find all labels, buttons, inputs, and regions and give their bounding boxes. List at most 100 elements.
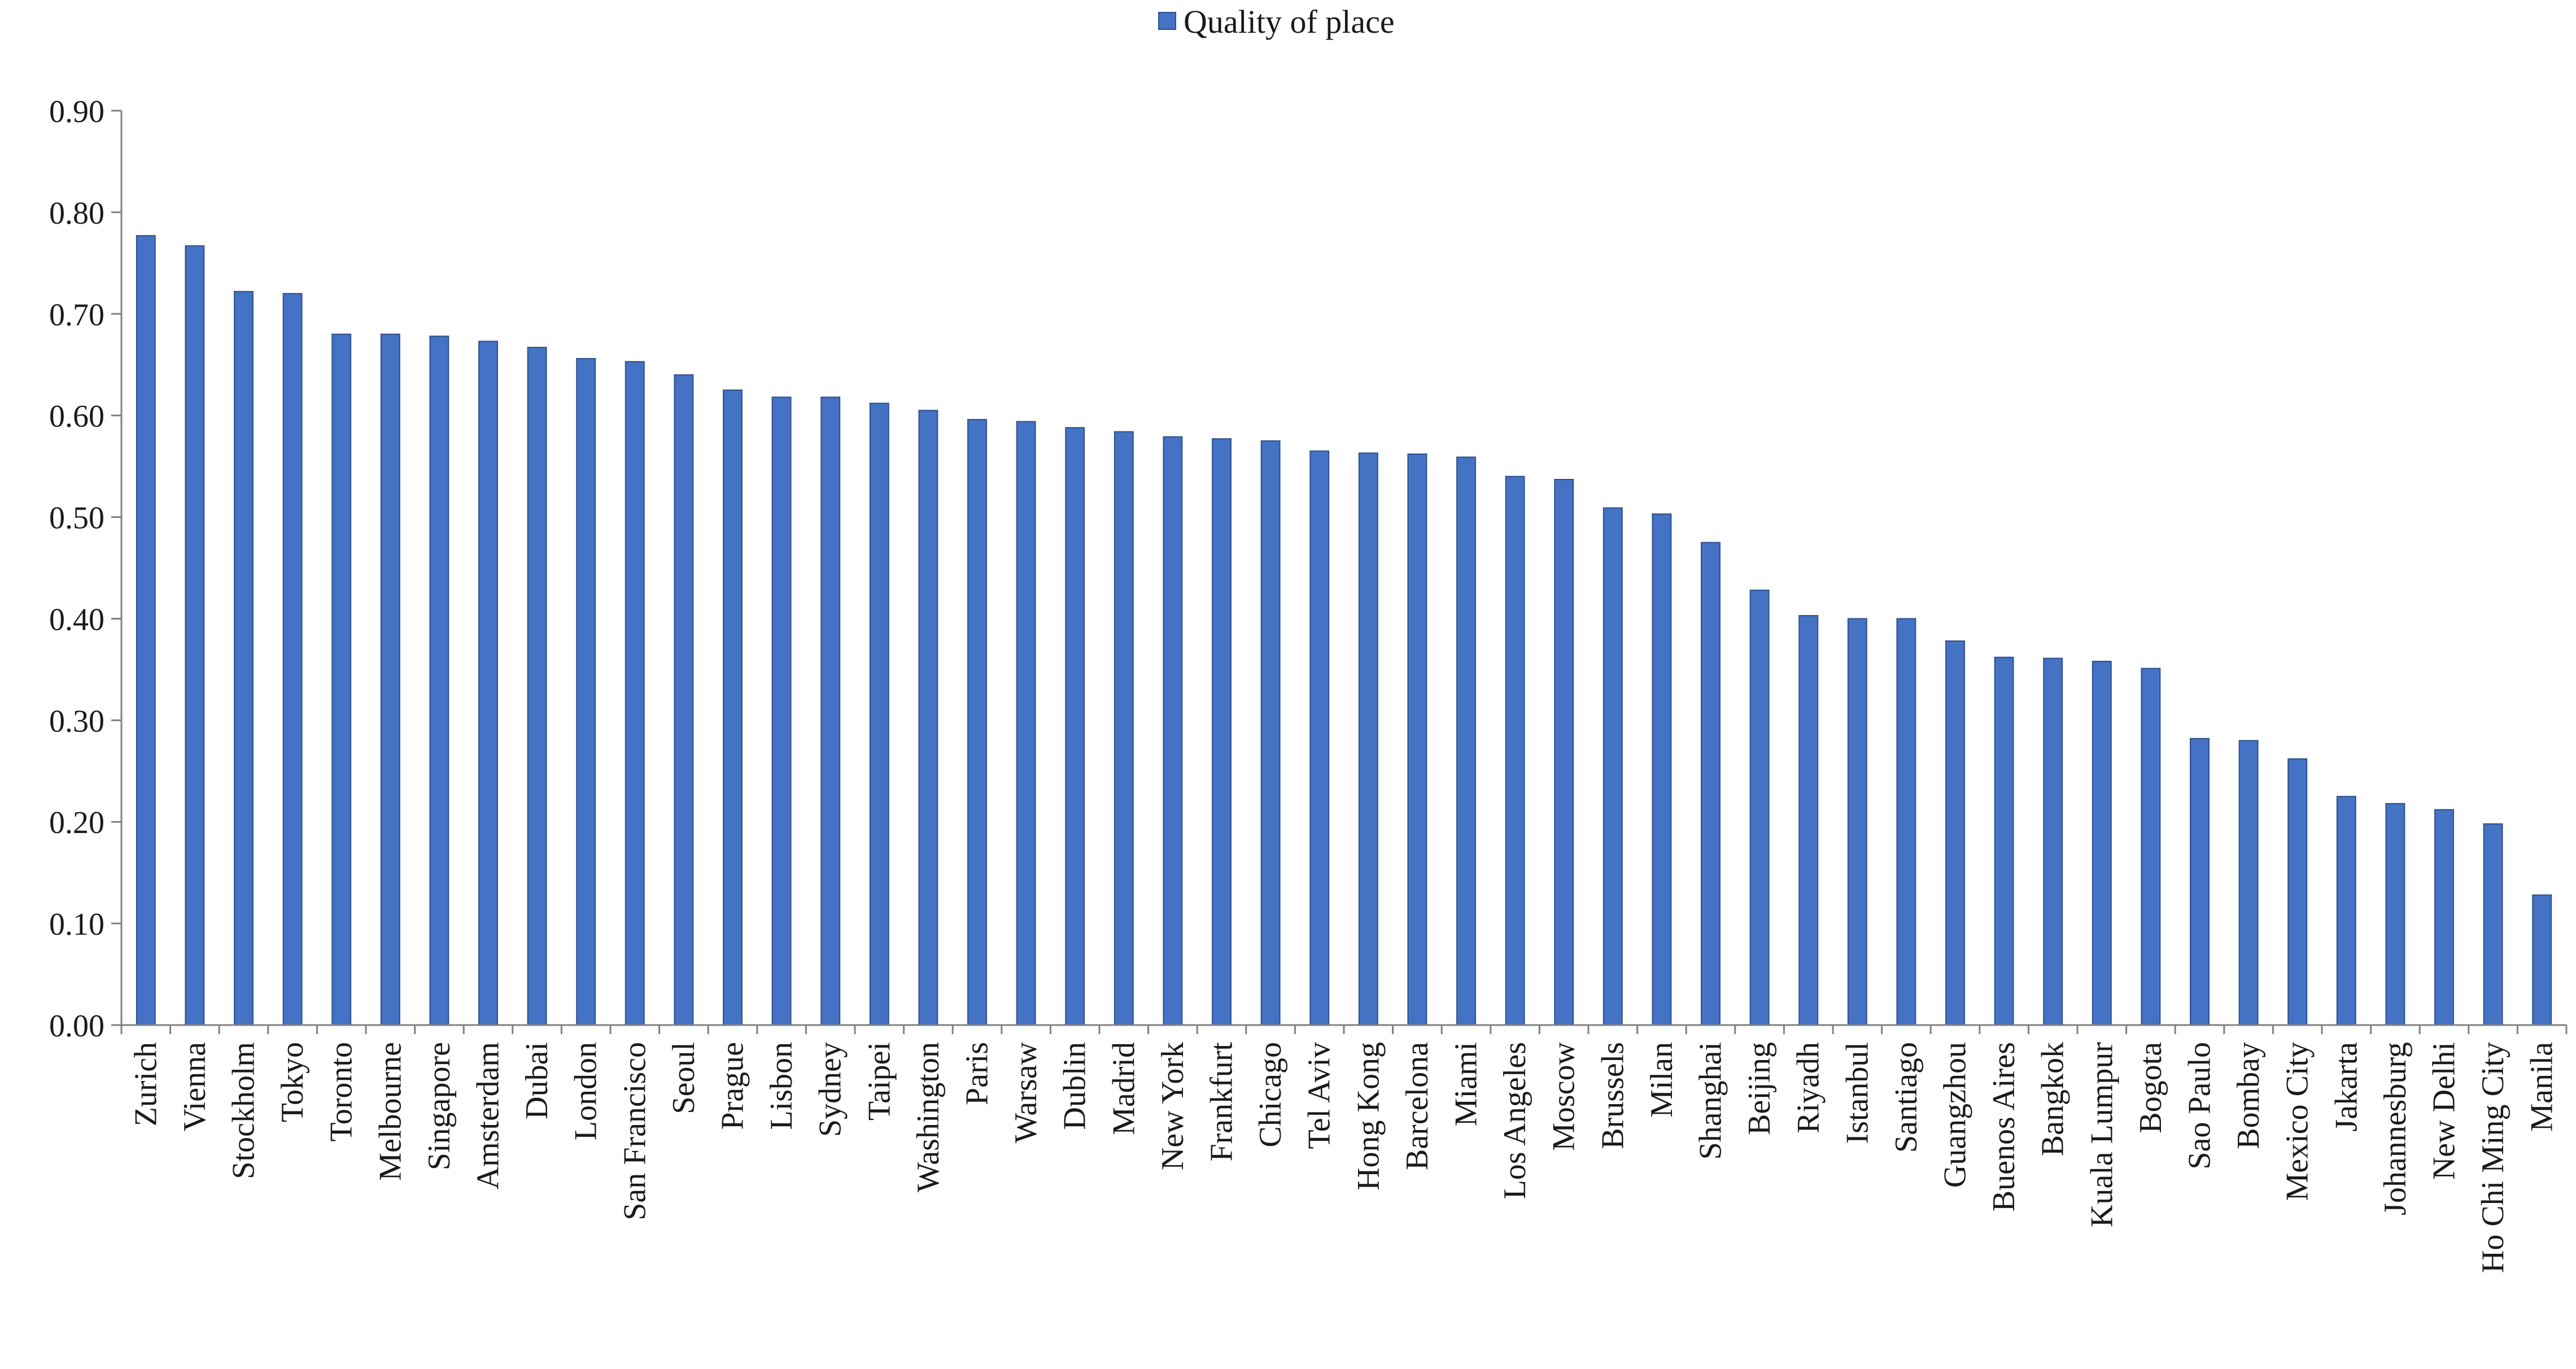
x-tick-label: New York	[1155, 1042, 1190, 1170]
x-tick-label: Vienna	[177, 1042, 212, 1131]
bar-istanbul	[1847, 618, 1867, 1026]
x-tick-label: Paris	[960, 1042, 995, 1105]
x-tick-label: Brussels	[1595, 1042, 1630, 1149]
bar-manila	[2532, 894, 2552, 1026]
legend: Quality of place	[1158, 3, 1395, 40]
bar-miami	[1456, 456, 1476, 1026]
x-tick-label: Santiago	[1889, 1042, 1924, 1153]
bar-taipei	[869, 403, 889, 1026]
legend-swatch	[1158, 12, 1176, 30]
bar-riyadh	[1798, 615, 1819, 1026]
x-tick-label: Frankfurt	[1204, 1042, 1239, 1162]
x-tick-label: Milan	[1644, 1042, 1679, 1118]
bar-hong-kong	[1358, 452, 1378, 1026]
y-tick-label: 0.30	[49, 704, 104, 739]
x-axis: Zurich Vienna Stockholm Tokyo Toronto Melbour…	[120, 1024, 2568, 1273]
bar-tokyo	[282, 293, 303, 1026]
bar-ho-chi-ming-city	[2483, 823, 2503, 1026]
bar-bogota	[2141, 668, 2161, 1026]
x-tick-label: Sydney	[813, 1042, 848, 1137]
x-tick-label: Beijing	[1742, 1042, 1777, 1135]
x-tick-label: Stockholm	[226, 1042, 261, 1179]
x-tick-label: Madrid	[1106, 1042, 1141, 1135]
bars	[136, 235, 2552, 1026]
bar-sydney	[820, 396, 841, 1026]
x-tick-label: Los Angeles	[1497, 1042, 1532, 1199]
x-tick-label: New Delhi	[2427, 1042, 2462, 1180]
y-axis: 0.00 0.10 0.20 0.30 0.40 0.50 0.60 0.70 0.80 0.90	[49, 94, 123, 1044]
x-tick-label: Chicago	[1253, 1042, 1288, 1148]
y-tick-label: 0.10	[49, 907, 104, 942]
bar-dubai	[527, 347, 547, 1026]
x-tick-label: Seoul	[666, 1042, 701, 1114]
bar-toronto	[331, 333, 352, 1026]
x-tick-label: Dublin	[1058, 1042, 1093, 1130]
y-tick-label: 0.80	[49, 196, 104, 231]
x-tick-label: Sao Paulo	[2182, 1042, 2217, 1170]
x-tick-label: Moscow	[1547, 1041, 1582, 1150]
bar-kuala-lumpur	[2092, 660, 2112, 1026]
bar-chicago	[1260, 440, 1281, 1026]
bar-tel-aviv	[1309, 450, 1330, 1026]
bar-mexico-city	[2287, 758, 2308, 1026]
bar-jakarta	[2336, 796, 2356, 1026]
bar-new-delhi	[2434, 809, 2454, 1026]
x-tick-label: Barcelona	[1400, 1042, 1435, 1170]
bar-paris	[967, 418, 987, 1026]
bar-zurich	[136, 235, 156, 1026]
bar-moscow	[1554, 478, 1574, 1026]
y-tick-label: 0.20	[49, 805, 104, 840]
bar-london	[576, 357, 596, 1026]
x-tick-label: Bangkok	[2036, 1042, 2071, 1156]
bar-san-francisco	[625, 361, 645, 1026]
bar-santiago	[1896, 618, 1916, 1026]
x-tick-label: Melbourne	[373, 1042, 408, 1181]
bar-johannesburg	[2385, 803, 2405, 1026]
bar-barcelona	[1407, 454, 1427, 1026]
x-tick-label: Taipei	[862, 1042, 897, 1121]
x-tick-label: London	[569, 1042, 604, 1140]
x-tick-label: Kuala Lumpur	[2084, 1042, 2119, 1227]
x-tick-label: Guangzhou	[1938, 1042, 1973, 1188]
x-tick-label: Buenos Aires	[1986, 1042, 2021, 1211]
bar-sao-paulo	[2190, 738, 2210, 1026]
x-tick-label: Ho Chi Ming City	[2475, 1042, 2510, 1273]
bar-vienna	[185, 245, 205, 1026]
x-tick-label: Prague	[715, 1042, 750, 1130]
x-tick-label: Zurich	[128, 1042, 163, 1126]
x-tick-label: Shanghai	[1693, 1042, 1728, 1159]
x-tick-label: Tel Aviv	[1302, 1042, 1337, 1149]
x-tick-label: Dubai	[519, 1042, 555, 1119]
x-tick-label: Warsaw	[1008, 1041, 1044, 1143]
bar-bangkok	[2043, 657, 2063, 1026]
y-tick-label: 0.00	[49, 1009, 104, 1044]
x-tick-label: Tokyo	[275, 1042, 310, 1122]
x-tick-label: Hong Kong	[1351, 1042, 1386, 1191]
bar-madrid	[1114, 431, 1134, 1026]
bar-los-angeles	[1505, 476, 1525, 1026]
x-tick-label: Istanbul	[1840, 1042, 1875, 1144]
bar-new-york	[1163, 436, 1183, 1026]
bar-amsterdam	[478, 341, 498, 1026]
y-tick-label: 0.60	[49, 399, 104, 434]
bar-brussels	[1603, 507, 1623, 1026]
x-tick-label: San Francisco	[617, 1042, 652, 1220]
bar-milan	[1652, 513, 1672, 1026]
bar-melbourne	[380, 333, 400, 1026]
x-tick-label: Jakarta	[2329, 1042, 2364, 1132]
x-tick-label: Miami	[1449, 1042, 1484, 1126]
bar-seoul	[674, 374, 694, 1026]
bar-buenos-aires	[1994, 656, 2014, 1026]
bar-shanghai	[1701, 542, 1721, 1026]
bar-lisbon	[771, 396, 792, 1026]
y-tick-label: 0.70	[49, 298, 104, 333]
y-tick-label: 0.90	[49, 94, 104, 129]
bar-dublin	[1065, 427, 1085, 1026]
y-tick-label: 0.40	[49, 602, 104, 637]
x-tick-label: Bogota	[2133, 1042, 2168, 1133]
bar-frankfurt	[1212, 438, 1232, 1026]
x-tick-label: Bombay	[2231, 1042, 2266, 1149]
bar-singapore	[429, 335, 449, 1026]
bar-warsaw	[1016, 421, 1036, 1026]
